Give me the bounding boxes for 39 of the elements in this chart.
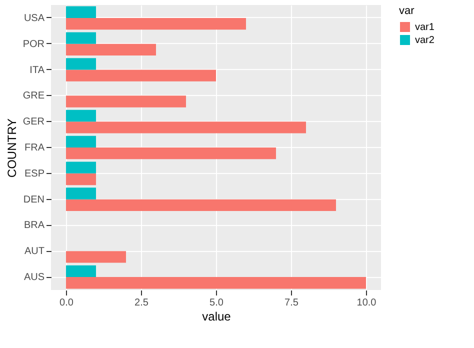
bar [66,58,96,70]
bar [66,96,186,108]
x-tick-label: 7.5 [284,298,299,308]
bar [66,32,96,44]
y-tick-label: BRA [24,220,45,232]
y-tick-label: DEN [23,194,44,206]
bar [66,18,246,30]
y-tick-label: FRA [24,142,45,154]
y-tick-label: USA [24,12,45,24]
bar [66,122,306,134]
bar [66,148,276,160]
x-tick-label: 2.5 [134,298,149,308]
y-axis-title: COUNTRY [4,118,19,178]
y-tick-label: ESP [24,168,45,180]
bar [66,70,216,82]
x-tick-label: 10.0 [356,298,377,308]
y-tick-label: AUT [24,246,44,258]
bar [66,162,96,174]
y-tick-label: GRE [22,90,45,102]
x-axis-title: value [202,310,232,324]
bar [66,44,156,56]
bar [66,110,96,122]
bar [66,188,96,200]
legend-label: var1 [415,22,435,33]
bar [66,251,126,263]
bar [66,136,96,148]
bar [66,265,96,278]
legend-title: var [399,5,415,17]
bar [66,199,336,211]
x-tick-label: 5.0 [210,298,224,308]
legend-label: var2 [415,35,435,46]
x-tick-label: 0.0 [60,298,74,308]
y-tick-label: ITA [30,64,45,76]
bar [66,173,96,186]
bar [66,6,96,18]
bar [66,277,366,289]
y-tick-label: POR [22,38,44,50]
y-tick-label: GER [22,116,44,128]
y-tick-label: AUS [24,272,45,284]
